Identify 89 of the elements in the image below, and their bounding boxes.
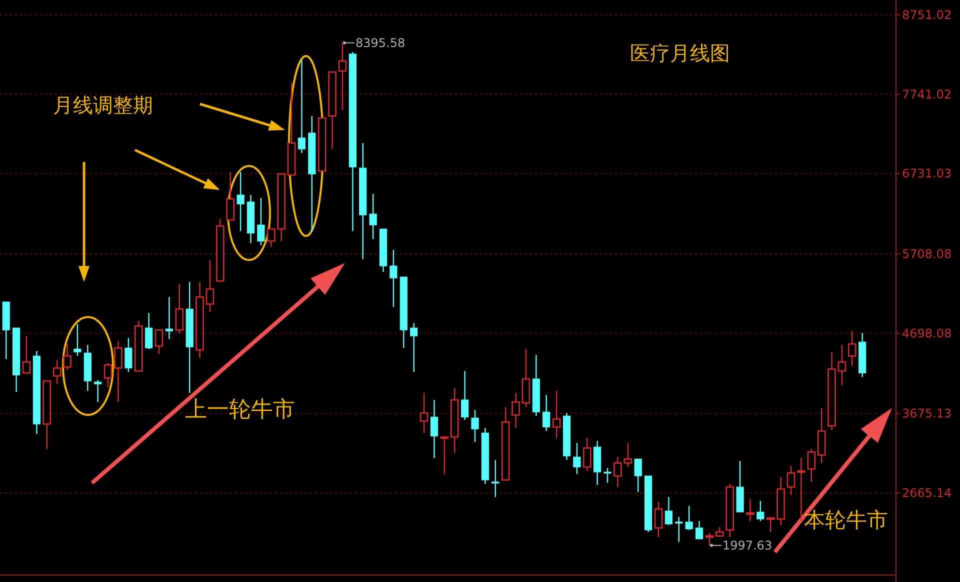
candlestick (430, 399, 438, 459)
candlestick (226, 171, 235, 221)
candlestick (42, 380, 52, 450)
candlestick (63, 343, 72, 371)
candlestick (379, 228, 388, 273)
candlestick (746, 498, 754, 522)
candlestick (634, 458, 642, 493)
candlestick (552, 390, 561, 439)
candlestick (797, 457, 806, 522)
candlestick (532, 354, 540, 417)
candlestick (186, 281, 194, 394)
candlestick (736, 460, 744, 512)
candlestick (594, 440, 602, 486)
candlestick (664, 496, 672, 526)
candlestick (654, 501, 663, 538)
candlestick (94, 379, 102, 403)
candlestick (450, 387, 459, 454)
candlestick (807, 448, 816, 483)
candlestick (562, 412, 571, 461)
annotation: 1997.63 (722, 538, 772, 552)
candlestick (542, 394, 550, 432)
candlestick (196, 281, 204, 359)
candlestick (328, 71, 336, 150)
candlestick (257, 197, 265, 246)
candlestick (838, 344, 846, 386)
y-tick-label: 5708.08 (902, 246, 952, 261)
candlestick (481, 427, 490, 485)
annotation: 月线调整期 (53, 93, 153, 117)
candlestick (858, 332, 866, 378)
y-tick-label: 4698.08 (902, 326, 952, 340)
candlestick (786, 465, 796, 496)
candlestick (501, 406, 510, 481)
candlestick (145, 312, 153, 350)
y-tick-label: 3675.13 (902, 406, 952, 421)
candlestick (675, 516, 683, 543)
candlestick (104, 362, 112, 388)
candlestick (52, 359, 62, 385)
candlestick (12, 328, 20, 393)
candlestick (756, 500, 764, 522)
candlestick (348, 51, 356, 232)
candlestick (624, 442, 632, 468)
candlestick (420, 392, 428, 434)
candlestick (2, 302, 10, 360)
candlestick (308, 115, 316, 233)
candlestick (716, 526, 724, 538)
y-tick-label: 6731.03 (902, 166, 952, 181)
candlestick (828, 351, 836, 431)
candlestick (817, 407, 826, 464)
candlestick (685, 505, 693, 531)
candlestick (84, 344, 92, 392)
candlestick (695, 520, 704, 540)
y-tick-label: 2665.14 (902, 486, 952, 500)
candlestick (359, 142, 367, 260)
candlestick (298, 59, 306, 154)
annotation: 8395.58 (356, 36, 406, 50)
candlestick (848, 330, 856, 367)
candlestick (287, 82, 296, 176)
candlestick (573, 442, 581, 475)
candlestick (32, 350, 40, 435)
candlestick (22, 335, 31, 374)
annotation: 本轮牛市 (804, 508, 888, 532)
candlestick (522, 348, 530, 408)
y-tick-label: 7741.02 (902, 87, 952, 102)
candlestick (614, 456, 622, 488)
candlestick (400, 276, 408, 349)
candlestick (246, 194, 255, 244)
candlestick (74, 323, 82, 357)
candlestick (165, 296, 174, 340)
candlestick (114, 340, 122, 403)
y-tick-label: 8751.02 (902, 8, 952, 22)
candlestick (216, 218, 224, 282)
candlestick (124, 337, 132, 373)
candlestick (390, 249, 398, 308)
candlestick (582, 437, 592, 472)
candlestick (236, 171, 244, 232)
text: 医疗月线图 (630, 41, 730, 65)
annotation: 上一轮牛市 (185, 398, 295, 422)
candlestick (175, 283, 184, 334)
candlestick (410, 322, 418, 373)
candlestick (644, 476, 652, 533)
candlestick (206, 259, 214, 313)
candlestick (726, 483, 734, 538)
candlestick (461, 370, 469, 421)
candlestick (440, 436, 449, 475)
candlestick (369, 193, 377, 240)
candlestick (604, 467, 612, 484)
candlestick (471, 409, 479, 443)
candlestick (512, 392, 520, 429)
candlestick (492, 459, 500, 498)
